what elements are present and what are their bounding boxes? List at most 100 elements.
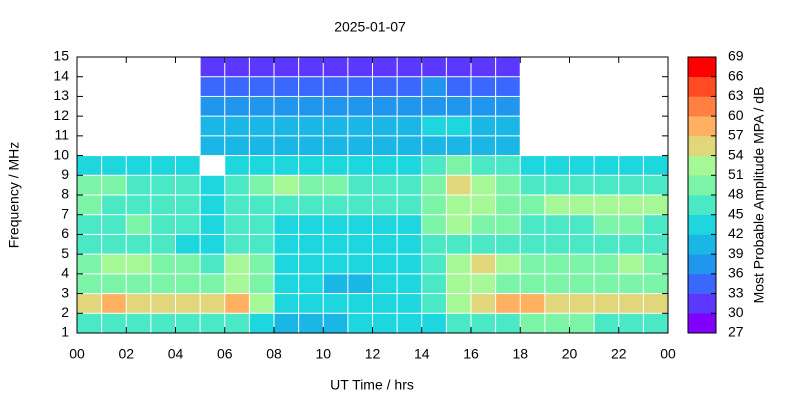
heat-cell <box>249 96 274 116</box>
x-tick-label: 16 <box>463 346 479 362</box>
heat-cell <box>446 254 471 274</box>
heat-cell <box>126 156 151 175</box>
heat-cell <box>373 136 397 156</box>
heat-cell <box>471 294 496 313</box>
heat-cell <box>323 313 348 333</box>
heat-cell <box>446 175 471 195</box>
heat-cell <box>102 234 126 254</box>
heat-cell <box>643 254 668 274</box>
heat-cell <box>348 234 372 254</box>
x-tick-label: 18 <box>512 346 528 362</box>
heat-cell <box>373 116 397 136</box>
heat-cell <box>397 175 422 195</box>
heat-cell <box>619 234 643 254</box>
heat-cell <box>200 254 225 274</box>
colorbar-band <box>688 135 716 156</box>
heat-cell <box>249 175 274 195</box>
heat-cell <box>274 195 299 215</box>
heat-cell <box>274 234 299 254</box>
heat-cell <box>299 254 323 274</box>
colorbar-tick-label: 39 <box>728 245 744 261</box>
heat-cell <box>422 294 446 313</box>
heat-cell <box>323 96 348 116</box>
heat-cell <box>323 195 348 215</box>
heat-cell <box>422 57 446 77</box>
y-tick-label: 11 <box>54 127 69 143</box>
heat-cell <box>348 136 372 156</box>
heat-cell <box>225 215 249 234</box>
heat-cell <box>225 175 249 195</box>
heat-cell <box>496 175 520 195</box>
heat-cell <box>471 57 496 77</box>
colorbar-tick-label: 63 <box>728 87 744 103</box>
heat-cell <box>299 274 323 294</box>
heat-cell <box>496 254 520 274</box>
colorbar-tick-label: 54 <box>728 146 744 162</box>
heat-cell <box>249 294 274 313</box>
heat-cell <box>77 175 102 195</box>
heat-cell <box>619 175 643 195</box>
heat-cell <box>619 156 643 175</box>
heat-cell <box>274 136 299 156</box>
x-tick-label: 00 <box>660 346 676 362</box>
heat-cell <box>274 77 299 96</box>
heat-cell <box>176 274 200 294</box>
heat-cell <box>422 116 446 136</box>
heat-cell <box>471 234 496 254</box>
heat-cell <box>373 77 397 96</box>
heat-cell <box>102 156 126 175</box>
heat-cell <box>594 294 619 313</box>
heat-cell <box>643 215 668 234</box>
x-tick-label: 12 <box>365 346 381 362</box>
heat-cell <box>594 156 619 175</box>
heat-cell <box>299 234 323 254</box>
heat-cell <box>643 313 668 333</box>
x-tick-label: 22 <box>611 346 627 362</box>
y-tick-label: 15 <box>53 48 69 64</box>
heat-cell <box>520 215 545 234</box>
heat-cell <box>422 313 446 333</box>
heat-cell <box>619 294 643 313</box>
heat-cell <box>274 57 299 77</box>
heat-cell <box>323 215 348 234</box>
heat-cell <box>348 175 372 195</box>
heat-cell <box>126 215 151 234</box>
colorbar-band <box>688 76 716 97</box>
heat-cell <box>249 274 274 294</box>
heat-cell <box>397 96 422 116</box>
heat-cell <box>397 156 422 175</box>
heat-cell <box>323 175 348 195</box>
x-tick-label: 08 <box>266 346 282 362</box>
heat-cell <box>274 175 299 195</box>
heat-cell <box>471 136 496 156</box>
heat-cell <box>200 294 225 313</box>
colorbar-tick-label: 36 <box>728 265 744 281</box>
heat-cell <box>643 234 668 254</box>
heat-cell <box>545 234 569 254</box>
heat-cell <box>323 254 348 274</box>
heat-cell <box>397 77 422 96</box>
heat-cell <box>397 215 422 234</box>
heat-cell <box>446 313 471 333</box>
heat-cell <box>570 175 594 195</box>
heat-cell <box>471 156 496 175</box>
heat-cell <box>545 156 569 175</box>
heat-cell <box>299 215 323 234</box>
heat-cell <box>200 57 225 77</box>
heat-cell <box>545 274 569 294</box>
heat-cell <box>496 195 520 215</box>
heat-cell <box>348 116 372 136</box>
heat-cell <box>397 57 422 77</box>
heat-cell <box>151 313 175 333</box>
heat-cell <box>274 215 299 234</box>
colorbar-band <box>688 116 716 137</box>
heat-cell <box>299 156 323 175</box>
heat-cell <box>176 234 200 254</box>
heat-cell <box>225 254 249 274</box>
heat-cell <box>373 57 397 77</box>
heat-cell <box>348 195 372 215</box>
heat-cell <box>471 175 496 195</box>
heat-cell <box>422 254 446 274</box>
heat-cell <box>545 215 569 234</box>
heat-cell <box>200 234 225 254</box>
